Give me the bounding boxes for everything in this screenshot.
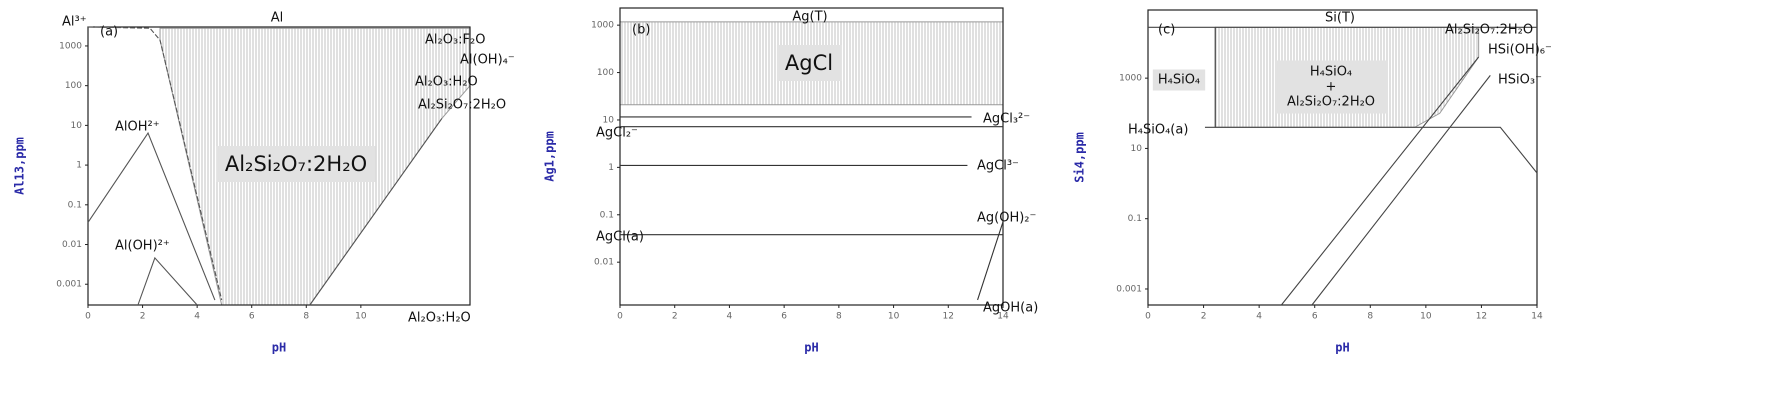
annotation: Ag(T): [792, 10, 827, 25]
y-axis-title: Si4,ppm: [1073, 132, 1087, 183]
annotation: Al: [271, 11, 284, 26]
label-background: [1152, 69, 1206, 91]
annotation: H₄SiO₄: [1310, 65, 1352, 80]
annotation: +: [1326, 80, 1337, 95]
annotation: (c): [1158, 23, 1175, 38]
species-line: [1280, 56, 1480, 306]
x-tick-label: 0: [617, 312, 623, 322]
y-tick-label: 0.1: [1128, 214, 1142, 224]
y-tick-label: 0.001: [56, 280, 82, 290]
x-tick-label: 12: [1476, 312, 1487, 322]
x-axis-title: pH: [272, 341, 286, 355]
y-tick-label: 0.01: [594, 258, 614, 268]
annotation: AgCl(a): [596, 230, 644, 245]
species-line: [1204, 126, 1538, 174]
annotation: Al₂O₃:H₂O: [415, 75, 478, 90]
x-tick-label: 2: [1201, 312, 1207, 322]
annotation: Al(OH)₄⁻: [460, 53, 515, 68]
annotation: Al₂Si₂O₇:2H₂O: [1287, 95, 1375, 110]
x-tick-label: 8: [836, 312, 842, 322]
y-tick-label: 1: [76, 161, 82, 171]
annotation: HSiO₃⁻: [1498, 73, 1542, 88]
x-axis-title: pH: [804, 341, 818, 355]
x-tick-label: 14: [997, 312, 1009, 322]
annotation: AgCl₃²⁻: [983, 112, 1030, 127]
plot-frame: [1147, 9, 1538, 306]
annotation: AgCl: [785, 51, 833, 75]
y-axis-title: Al13,ppm: [13, 137, 27, 195]
x-tick-label: 6: [1312, 312, 1318, 322]
x-tick-label: 4: [727, 312, 733, 322]
species-line: [977, 221, 1004, 301]
y-tick-label: 10: [71, 121, 83, 131]
x-tick-label: 0: [85, 312, 91, 322]
x-tick-label: 2: [672, 312, 678, 322]
x-tick-label: 14: [1531, 312, 1543, 322]
y-tick-label: 0.01: [62, 240, 82, 250]
annotation: Ag(OH)₂⁻: [977, 211, 1036, 226]
plot-frame: [87, 26, 471, 306]
annotation: H₄SiO₄(a): [1128, 123, 1188, 138]
y-tick-label: 0.1: [600, 210, 614, 220]
y-tick-label: 1000: [59, 41, 82, 51]
annotation: AlOH²⁺: [115, 120, 160, 135]
y-tick-label: 10: [1131, 144, 1143, 154]
y-axis-title: Ag1,ppm: [543, 131, 557, 182]
annotation: AgCl³⁻: [977, 159, 1019, 174]
annotation: AgOH(a): [983, 301, 1038, 316]
annotation: (a): [100, 25, 118, 40]
label-background: [776, 45, 842, 81]
x-axis-title: pH: [1335, 341, 1349, 355]
species-line: [87, 131, 216, 301]
y-tick-label: 0.001: [1116, 284, 1142, 294]
annotation: Al₂Si₂O₇:2H₂O: [1445, 23, 1533, 38]
plot-frame: [619, 7, 1004, 306]
x-tick-label: 4: [1256, 312, 1262, 322]
annotation: Si(T): [1325, 11, 1355, 26]
y-tick-label: 1000: [1119, 74, 1142, 84]
label-background: [1274, 60, 1388, 114]
annotation: H₄SiO₄: [1158, 73, 1200, 88]
annotation: Al₂O₃:H₂O: [408, 311, 471, 326]
x-tick-label: 0: [1145, 312, 1151, 322]
x-tick-label: 4: [194, 312, 200, 322]
annotation: Al₂Si₂O₇:2H₂O: [418, 98, 506, 113]
y-tick-label: 1: [608, 163, 614, 173]
y-tick-label: 0.1: [68, 200, 82, 210]
panel: 0 2 4 6 8 10 12 14 0.01 0.1 1 10 100 1000 pH Ag1,ppm: [543, 7, 1009, 355]
x-tick-label: 2: [140, 312, 146, 322]
y-tick-label: 100: [597, 68, 614, 78]
label-background: [216, 146, 376, 182]
x-tick-label: 10: [888, 312, 900, 322]
x-tick-label: 8: [1367, 312, 1373, 322]
x-tick-label: 6: [781, 312, 787, 322]
x-tick-label: 10: [355, 312, 367, 322]
x-tick-label: 10: [1420, 312, 1432, 322]
annotation: AgCl₂⁻: [596, 126, 638, 141]
species-line: [87, 26, 223, 301]
species-line: [1311, 75, 1491, 306]
y-tick-label: 100: [65, 81, 82, 91]
species-line: [309, 118, 443, 306]
x-tick-label: 6: [249, 312, 255, 322]
annotation: Al₂O₃:F₂O: [425, 33, 485, 48]
annotation: Al₂Si₂O₇:2H₂O: [225, 152, 367, 176]
annotation: HSi(OH)₆⁻: [1488, 43, 1552, 58]
annotation: (b): [632, 23, 650, 38]
annotation: Al³⁺: [62, 15, 87, 30]
species-line: [137, 256, 198, 306]
panel: 0 2 4 6 8 10 0.001 0.01 0.1 1 10 100 1000 pH Al13,ppm: [13, 26, 471, 355]
annotation: Al(OH)²⁺: [115, 239, 170, 254]
x-tick-label: 12: [943, 312, 954, 322]
x-tick-label: 8: [303, 312, 309, 322]
y-tick-label: 1000: [591, 21, 614, 31]
y-tick-label: 10: [603, 115, 615, 125]
